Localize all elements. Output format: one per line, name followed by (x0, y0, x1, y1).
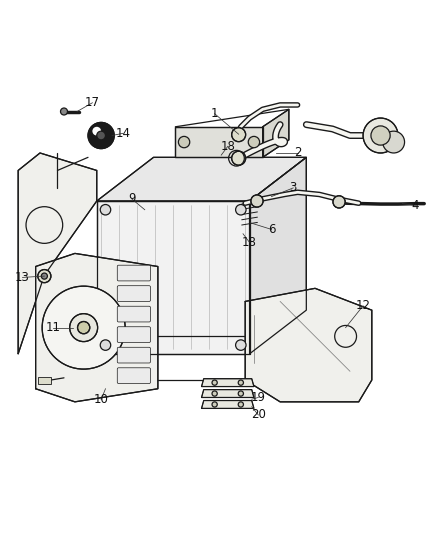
Polygon shape (201, 390, 254, 398)
Circle shape (383, 131, 405, 153)
Circle shape (232, 151, 246, 165)
Text: 18: 18 (220, 140, 235, 153)
Circle shape (38, 270, 51, 282)
FancyBboxPatch shape (117, 327, 150, 343)
Polygon shape (97, 157, 306, 201)
Circle shape (92, 127, 101, 135)
Text: 20: 20 (251, 408, 266, 422)
Text: 9: 9 (128, 192, 135, 205)
Polygon shape (97, 201, 250, 354)
Polygon shape (245, 288, 372, 402)
Text: 11: 11 (46, 321, 60, 334)
Polygon shape (35, 253, 158, 402)
Circle shape (97, 131, 106, 140)
Circle shape (232, 128, 246, 142)
FancyBboxPatch shape (117, 306, 150, 322)
Text: 3: 3 (290, 181, 297, 195)
Circle shape (238, 402, 244, 407)
Text: 14: 14 (116, 127, 131, 140)
Circle shape (212, 391, 217, 396)
Circle shape (212, 380, 217, 385)
Text: 18: 18 (242, 236, 257, 249)
Circle shape (212, 402, 217, 407)
Circle shape (236, 205, 246, 215)
Circle shape (248, 136, 260, 148)
Circle shape (238, 380, 244, 385)
Circle shape (251, 195, 263, 207)
Text: 2: 2 (294, 147, 301, 159)
Text: 6: 6 (268, 223, 275, 236)
Circle shape (371, 126, 390, 145)
Circle shape (178, 136, 190, 148)
Text: 17: 17 (85, 96, 100, 109)
Text: 1: 1 (211, 107, 219, 120)
Circle shape (41, 273, 47, 279)
FancyBboxPatch shape (117, 265, 150, 281)
Circle shape (236, 340, 246, 350)
Polygon shape (201, 379, 254, 386)
Text: 10: 10 (94, 393, 109, 406)
Polygon shape (201, 400, 254, 408)
FancyBboxPatch shape (117, 368, 150, 384)
Circle shape (70, 313, 98, 342)
Text: 19: 19 (251, 391, 266, 404)
FancyBboxPatch shape (117, 286, 150, 302)
FancyBboxPatch shape (38, 376, 51, 384)
Circle shape (333, 196, 345, 208)
Circle shape (42, 286, 125, 369)
Circle shape (78, 321, 90, 334)
Circle shape (60, 108, 67, 115)
Polygon shape (250, 157, 306, 354)
Text: 4: 4 (412, 199, 419, 212)
Polygon shape (175, 127, 263, 157)
Circle shape (88, 123, 114, 149)
Circle shape (100, 205, 111, 215)
Text: 12: 12 (356, 300, 371, 312)
Polygon shape (18, 153, 97, 354)
Circle shape (100, 340, 111, 350)
Text: 13: 13 (15, 271, 30, 284)
Circle shape (238, 391, 244, 396)
Circle shape (363, 118, 398, 153)
FancyBboxPatch shape (117, 348, 150, 363)
Polygon shape (263, 109, 289, 157)
